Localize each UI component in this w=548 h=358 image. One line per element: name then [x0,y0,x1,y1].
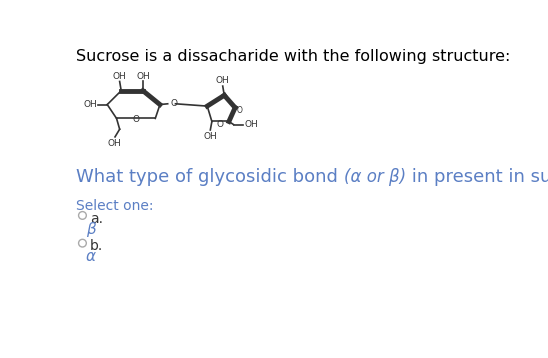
Text: (α or β): (α or β) [344,168,406,186]
Text: a.: a. [90,212,103,226]
Text: OH: OH [83,100,97,109]
Text: β: β [85,222,95,237]
Text: Sucrose is a dissacharide with the following structure:: Sucrose is a dissacharide with the follo… [76,49,511,64]
Text: OH: OH [203,131,217,140]
Text: OH: OH [113,72,127,81]
Text: Select one:: Select one: [76,198,154,213]
Text: O: O [237,106,243,115]
Text: O: O [133,115,139,124]
Text: OH: OH [244,120,258,129]
Text: O: O [170,99,177,108]
Text: OH: OH [107,139,121,148]
Text: in present in sucrose?: in present in sucrose? [406,168,548,186]
Text: OH: OH [136,72,150,81]
Text: O: O [217,120,224,129]
Text: OH: OH [216,76,230,85]
Text: b.: b. [90,239,104,253]
Text: What type of glycosidic bond: What type of glycosidic bond [76,168,344,186]
Text: α: α [85,249,95,264]
